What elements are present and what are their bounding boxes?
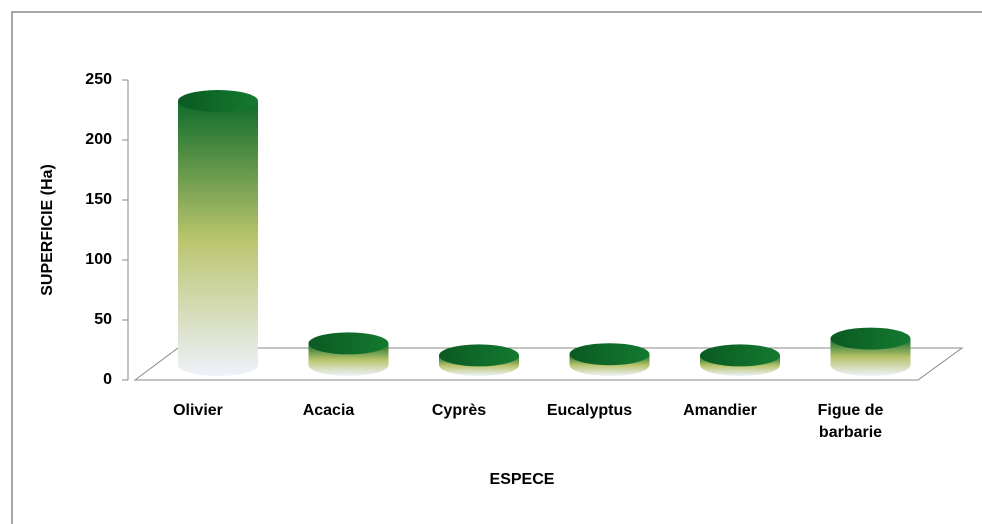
floor [133, 347, 964, 381]
y-tick-label: 0 [103, 371, 112, 388]
x-tick-label: Cyprès [431, 402, 487, 419]
x-axis-title: ESPECE [490, 471, 555, 488]
y-tick-label: 200 [85, 131, 112, 148]
x-tick-label: Figue de barbarie [817, 402, 884, 441]
y-axis-title: SUPERFICIE (Ha) [39, 164, 56, 296]
x-tick-label: Amandier [683, 402, 757, 419]
bar-cap [178, 90, 258, 112]
bar [178, 101, 258, 376]
x-tick-label: Acacia [302, 402, 355, 419]
bar-cap [439, 344, 519, 367]
y-tick-label: 250 [85, 71, 112, 88]
chart-border [11, 11, 982, 524]
y-tick-label: 50 [94, 311, 112, 328]
bar-cap [569, 343, 650, 366]
y-tick-label: 100 [85, 251, 112, 268]
x-tick-label: Olivier [173, 402, 223, 419]
bar-cap [830, 327, 911, 350]
bar-cap [308, 332, 389, 355]
x-tick-label: Eucalyptus [546, 402, 633, 419]
bar-cap [700, 344, 780, 367]
y-tick-label: 150 [85, 191, 112, 208]
